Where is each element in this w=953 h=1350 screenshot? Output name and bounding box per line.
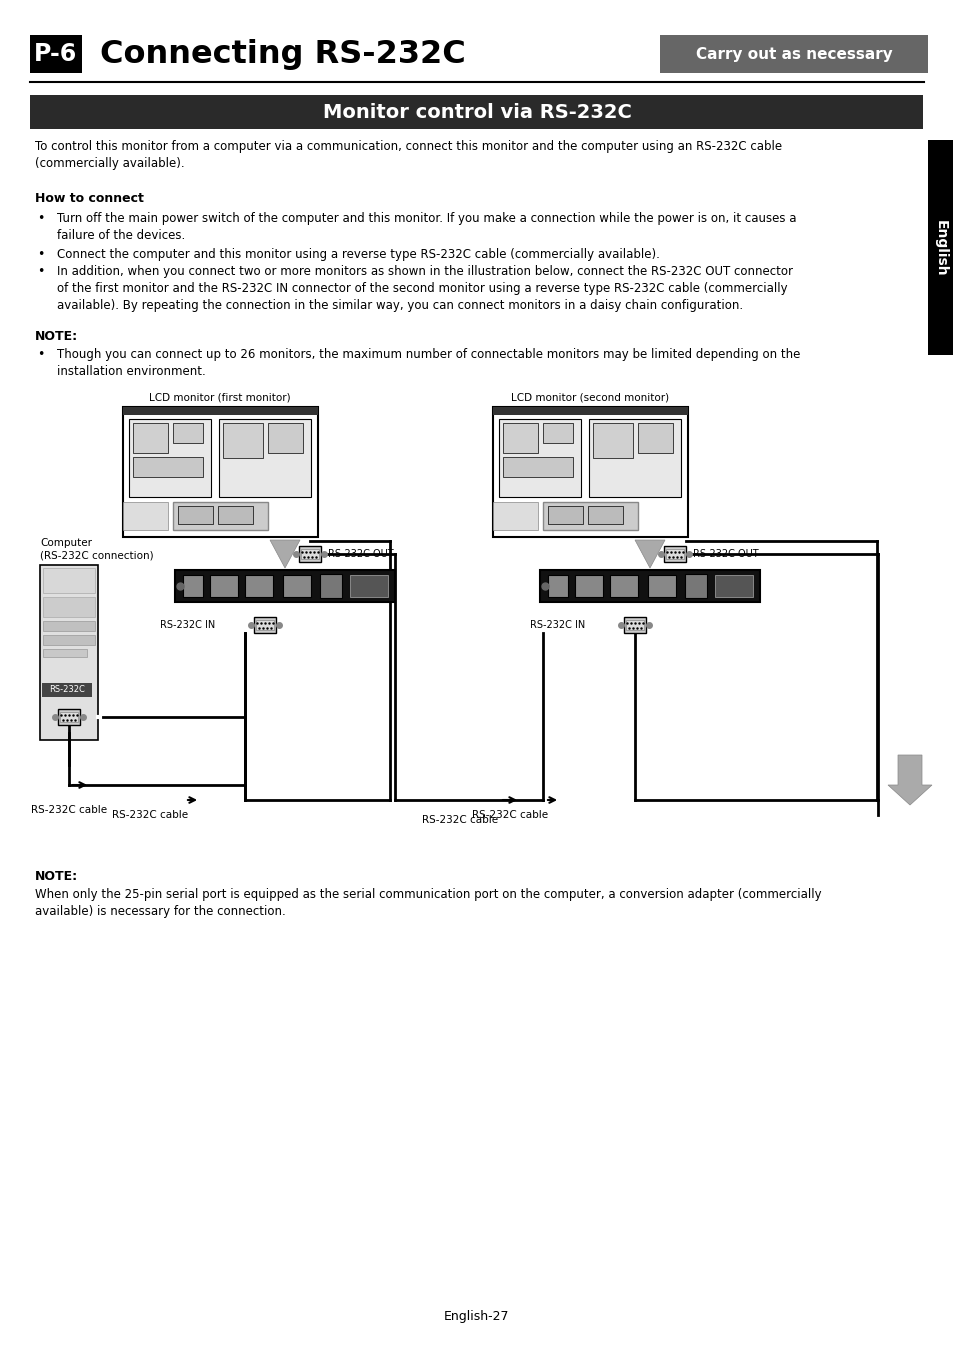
- Bar: [663, 545, 685, 562]
- Text: RS-232C: RS-232C: [49, 686, 85, 694]
- Bar: [40, 566, 98, 740]
- Bar: [172, 423, 203, 443]
- Bar: [123, 406, 317, 414]
- Bar: [268, 423, 303, 454]
- Text: NOTE:: NOTE:: [35, 869, 78, 883]
- Bar: [298, 545, 320, 562]
- Text: Computer
(RS-232C connection): Computer (RS-232C connection): [40, 539, 153, 560]
- Bar: [253, 617, 275, 633]
- Bar: [43, 621, 95, 630]
- Bar: [132, 458, 203, 477]
- Bar: [129, 418, 211, 497]
- Polygon shape: [887, 755, 931, 805]
- Bar: [350, 575, 388, 597]
- Bar: [210, 575, 237, 597]
- Text: •: •: [37, 212, 45, 225]
- Bar: [43, 568, 95, 593]
- Bar: [623, 617, 645, 633]
- Bar: [714, 575, 752, 597]
- Text: •: •: [37, 248, 45, 261]
- Bar: [493, 406, 687, 414]
- Text: •: •: [37, 265, 45, 278]
- Text: RS-232C IN: RS-232C IN: [159, 620, 214, 630]
- Text: To control this monitor from a computer via a communication, connect this monito: To control this monitor from a computer …: [35, 140, 781, 170]
- Text: Monitor control via RS-232C: Monitor control via RS-232C: [322, 103, 631, 122]
- Bar: [502, 423, 537, 454]
- Bar: [665, 549, 683, 559]
- Bar: [43, 634, 95, 645]
- Text: Connect the computer and this monitor using a reverse type RS-232C cable (commer: Connect the computer and this monitor us…: [57, 248, 659, 261]
- Text: RS-232C cable: RS-232C cable: [112, 810, 188, 819]
- Polygon shape: [270, 540, 299, 568]
- Text: RS-232C cable: RS-232C cable: [30, 805, 107, 815]
- Text: RS-232C IN: RS-232C IN: [529, 620, 584, 630]
- Bar: [172, 502, 268, 531]
- Bar: [219, 418, 311, 497]
- Text: RS-232C cable: RS-232C cable: [472, 810, 547, 819]
- Text: RS-232C OUT: RS-232C OUT: [328, 549, 394, 559]
- Text: Carry out as necessary: Carry out as necessary: [695, 46, 891, 62]
- Bar: [588, 418, 680, 497]
- Bar: [30, 95, 923, 130]
- Bar: [43, 597, 95, 617]
- Text: In addition, when you connect two or more monitors as shown in the illustration : In addition, when you connect two or mor…: [57, 265, 792, 312]
- Text: RS-232C OUT: RS-232C OUT: [692, 549, 758, 559]
- Bar: [493, 502, 537, 531]
- Bar: [60, 711, 78, 722]
- Bar: [587, 506, 622, 524]
- Text: English: English: [933, 220, 947, 277]
- Bar: [647, 575, 676, 597]
- Bar: [183, 575, 203, 597]
- Bar: [575, 575, 602, 597]
- Bar: [132, 423, 168, 454]
- Text: LCD monitor (first monitor): LCD monitor (first monitor): [149, 393, 291, 404]
- Bar: [609, 575, 638, 597]
- Bar: [927, 140, 953, 355]
- Bar: [498, 418, 580, 497]
- Text: Turn off the main power switch of the computer and this monitor. If you make a c: Turn off the main power switch of the co…: [57, 212, 796, 242]
- Bar: [42, 683, 91, 697]
- Text: How to connect: How to connect: [35, 192, 144, 205]
- Polygon shape: [635, 540, 664, 568]
- Text: RS-232C cable: RS-232C cable: [421, 815, 497, 825]
- Bar: [58, 709, 80, 725]
- Bar: [659, 35, 927, 73]
- Bar: [218, 506, 253, 524]
- Bar: [547, 575, 567, 597]
- Bar: [684, 574, 706, 598]
- Bar: [539, 570, 760, 602]
- Bar: [625, 620, 643, 630]
- Bar: [223, 423, 263, 458]
- Bar: [542, 502, 638, 531]
- Text: English-27: English-27: [444, 1310, 509, 1323]
- Text: When only the 25-pin serial port is equipped as the serial communication port on: When only the 25-pin serial port is equi…: [35, 888, 821, 918]
- Text: NOTE:: NOTE:: [35, 329, 78, 343]
- Bar: [542, 423, 573, 443]
- Bar: [547, 506, 582, 524]
- Bar: [638, 423, 672, 454]
- Bar: [255, 620, 274, 630]
- Bar: [123, 406, 317, 537]
- Text: Connecting RS-232C: Connecting RS-232C: [100, 39, 465, 69]
- Text: P-6: P-6: [34, 42, 77, 66]
- Bar: [319, 574, 341, 598]
- Bar: [283, 575, 311, 597]
- Text: •: •: [37, 348, 45, 360]
- Bar: [493, 406, 687, 537]
- Bar: [30, 35, 82, 73]
- Bar: [43, 649, 87, 657]
- Text: LCD monitor (second monitor): LCD monitor (second monitor): [511, 393, 668, 404]
- Bar: [174, 570, 395, 602]
- Bar: [123, 502, 168, 531]
- Text: Though you can connect up to 26 monitors, the maximum number of connectable moni: Though you can connect up to 26 monitors…: [57, 348, 800, 378]
- Bar: [245, 575, 273, 597]
- Bar: [178, 506, 213, 524]
- Bar: [301, 549, 318, 559]
- Bar: [593, 423, 633, 458]
- Bar: [502, 458, 573, 477]
